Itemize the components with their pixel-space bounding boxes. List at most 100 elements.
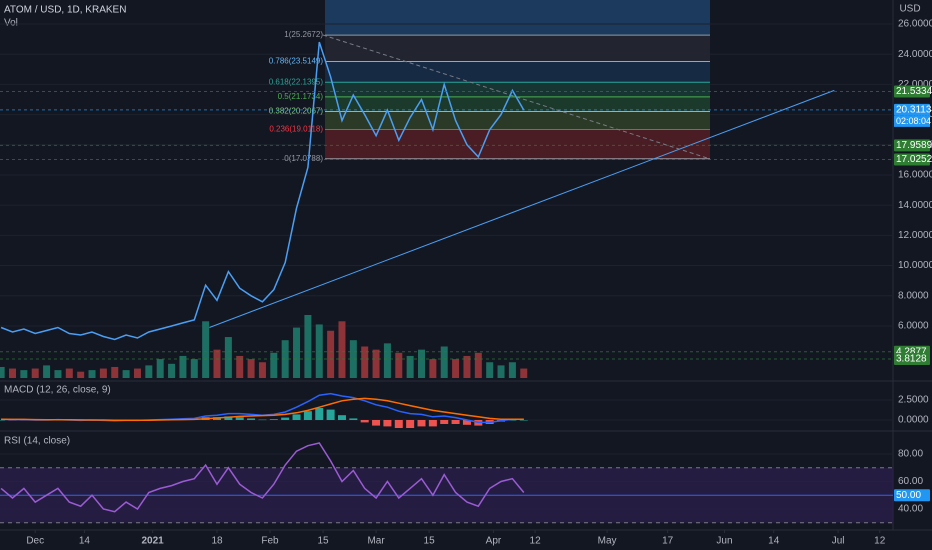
x-tick-label: Mar: [367, 536, 385, 547]
x-tick-label: 17: [662, 536, 674, 547]
y-tick-label: 24.0000: [898, 49, 932, 60]
price-label-box: [894, 352, 930, 365]
volume-bar: [111, 366, 119, 378]
histogram-bar: [383, 420, 392, 427]
volume-bar: [361, 346, 369, 378]
level-label: 50.00: [896, 490, 921, 501]
y-tick-label: 60.00: [898, 476, 923, 487]
volume-bar: [31, 368, 39, 378]
volume-bar: [315, 324, 323, 378]
histogram-bar: [451, 420, 460, 424]
y-tick-label: 8.0000: [898, 290, 929, 301]
symbol-title: ATOM / USD, 1D, KRAKEN: [4, 5, 126, 16]
x-tick-label: 2021: [141, 536, 164, 547]
volume-bar: [0, 366, 5, 378]
x-tick-label: 12: [874, 536, 886, 547]
volume-bar: [383, 343, 391, 378]
volume-bar: [213, 349, 221, 378]
y-tick-label: 0.0000: [898, 415, 929, 426]
histogram-bar: [337, 415, 346, 420]
fib-zone: [325, 82, 710, 97]
fib-label: 0.618(22.1395): [269, 77, 324, 86]
histogram-bar: [462, 420, 471, 425]
histogram-bar: [0, 420, 6, 421]
y-tick-label: 10.0000: [898, 260, 932, 271]
volume-bar: [133, 368, 141, 378]
volume-bar: [281, 340, 289, 378]
volume-bar: [486, 362, 494, 378]
x-tick-label: Jun: [716, 536, 732, 547]
x-tick-label: Dec: [26, 536, 44, 547]
volume-bar: [270, 352, 278, 378]
histogram-bar: [281, 417, 290, 420]
x-tick-label: 14: [79, 536, 91, 547]
histogram-bar: [315, 408, 324, 420]
volume-bar: [429, 359, 437, 378]
countdown: 02:08:04: [896, 116, 931, 126]
fib-zone: [325, 61, 710, 83]
y-tick-label: 40.00: [898, 504, 923, 515]
fib-zone: [325, 129, 710, 159]
price-label: 17.0252: [896, 154, 932, 165]
price-label-box: [894, 139, 930, 152]
fib-label: 1(25.2672): [284, 30, 323, 39]
y-tick-label: 80.00: [898, 449, 923, 460]
volume-bar: [145, 365, 153, 378]
volume-bar: [8, 368, 16, 378]
y-tick-label: 6.0000: [898, 321, 929, 332]
price-label-box: [894, 153, 930, 166]
fib-label: 0.382(20.2067): [269, 107, 324, 116]
volume-bar: [349, 340, 357, 378]
volume-bar: [236, 355, 244, 378]
trendline: [322, 34, 710, 160]
fib-zone: [325, 35, 710, 62]
position-box: [325, 0, 710, 36]
series-line: [0, 442, 525, 513]
macd-title: MACD (12, 26, close, 9): [4, 385, 111, 396]
volume-bar: [520, 368, 528, 378]
fib-label: 0.236(19.0118): [269, 125, 323, 134]
x-tick-label: 15: [424, 536, 436, 547]
volume-bar: [293, 327, 301, 378]
volume-bar: [508, 362, 516, 378]
volume-bar: [497, 365, 505, 378]
volume-bar: [304, 315, 312, 378]
volume-bar: [122, 370, 130, 378]
histogram-bar: [508, 420, 517, 421]
price-label-box: [894, 103, 930, 116]
x-tick-label: Apr: [486, 536, 502, 547]
price-label: 20.3113: [896, 105, 932, 116]
fib-label: 0.5(21.1734): [278, 92, 324, 101]
x-tick-label: 18: [211, 536, 223, 547]
histogram-bar: [372, 420, 381, 426]
histogram-bar: [349, 418, 358, 420]
volume-bar: [247, 359, 255, 378]
x-tick-label: Jul: [832, 536, 845, 547]
series-line: [1, 397, 524, 422]
y-tick-label: 26.0000: [898, 19, 932, 30]
x-tick-label: 14: [768, 536, 780, 547]
x-tick-label: 15: [317, 536, 329, 547]
price-label: 17.9589: [896, 140, 932, 151]
histogram-bar: [360, 420, 369, 423]
volume-bar: [418, 349, 426, 378]
price-label: 4.2877: [896, 346, 927, 357]
fib-zone: [325, 111, 710, 130]
fib-label: 0(17.0788): [284, 154, 323, 163]
volume-bar: [406, 355, 414, 378]
volume-bar: [327, 330, 335, 378]
level-label-box: [894, 489, 930, 502]
price-label: 3.8128: [896, 354, 927, 365]
y-tick-label: 16.0000: [898, 170, 932, 181]
histogram-bar: [258, 419, 267, 421]
volume-bar: [54, 370, 62, 378]
histogram-bar: [303, 411, 312, 420]
volume-bar: [395, 352, 403, 378]
volume-bar: [179, 355, 187, 378]
histogram-bar: [428, 420, 437, 427]
histogram-bar: [406, 420, 415, 428]
histogram-bar: [269, 419, 278, 420]
y-tick-label: 14.0000: [898, 200, 932, 211]
volume-bar: [77, 371, 85, 378]
